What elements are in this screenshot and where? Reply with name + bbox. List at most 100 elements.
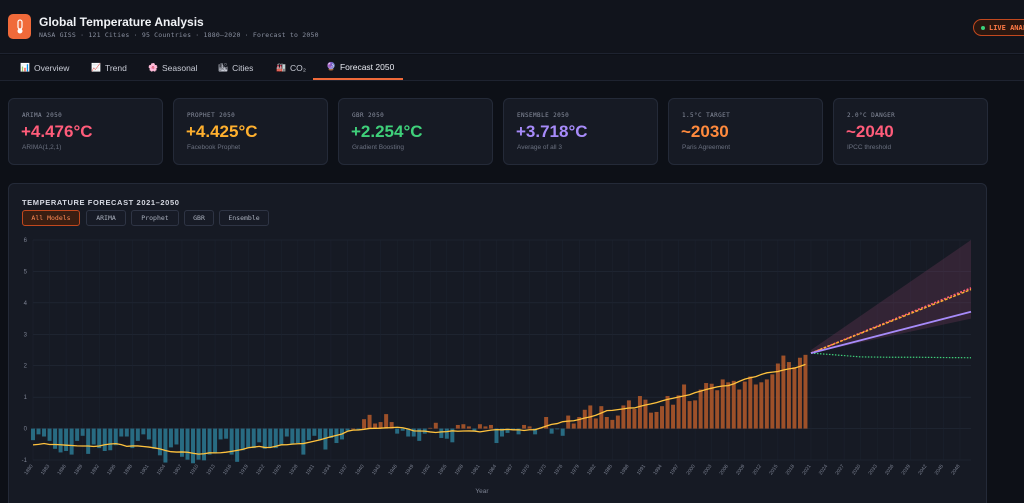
tab-seasonal[interactable]: 🌸 Seasonal — [148, 55, 197, 80]
anomaly-bar — [406, 428, 411, 437]
tab-forecast-2050[interactable]: 🔮 Forecast 2050 — [313, 55, 403, 80]
forecast-panel: TEMPERATURE FORECAST 2021–2050 All Model… — [8, 183, 987, 503]
anomaly-bar — [693, 400, 698, 429]
x-tick-label: 1889 — [73, 464, 84, 477]
anomaly-bar — [505, 428, 510, 433]
x-tick-label: 1976 — [553, 464, 564, 477]
anomaly-bar — [533, 428, 538, 435]
anomaly-bar — [306, 428, 311, 441]
anomaly-bar — [373, 423, 378, 429]
stat-card-prophet: PROPHET 2050 +4.425°C Facebook Prophet — [173, 98, 328, 165]
x-tick-label: 1883 — [40, 464, 51, 477]
filter-all-models[interactable]: All Models — [22, 210, 80, 226]
anomaly-bar — [472, 428, 477, 431]
x-tick-label: 1931 — [305, 464, 316, 477]
x-tick-label: 2012 — [752, 464, 763, 477]
forecast-line-prophet — [810, 288, 972, 354]
anomaly-bar — [284, 428, 289, 437]
anomaly-bar — [676, 395, 681, 429]
anomaly-bar — [450, 428, 455, 443]
anomaly-bar — [527, 426, 532, 429]
y-tick-label: 2 — [24, 364, 28, 370]
anomaly-bar — [31, 428, 35, 441]
tab-co2[interactable]: 🏭 CO₂ — [276, 55, 306, 80]
card-value: +4.476°C — [21, 122, 93, 141]
anomaly-bar — [69, 428, 74, 455]
anomaly-bar — [185, 428, 190, 460]
anomaly-bar — [179, 428, 184, 457]
anomaly-bar — [102, 428, 107, 451]
anomaly-bar — [737, 389, 742, 429]
x-tick-label: 1922 — [255, 464, 266, 477]
anomaly-bar — [191, 428, 195, 464]
anomaly-bar — [367, 414, 372, 429]
filter-arima[interactable]: ARIMA — [86, 210, 126, 226]
thermometer-icon — [8, 14, 31, 39]
x-tick-label: 1940 — [354, 464, 365, 477]
anomaly-bar — [571, 423, 576, 429]
app-title: Global Temperature Analysis — [39, 15, 204, 29]
filter-gbr[interactable]: GBR — [184, 210, 214, 226]
anomaly-bar — [378, 422, 383, 429]
filter-ensemble[interactable]: Ensemble — [219, 210, 269, 226]
anomaly-bar — [152, 428, 157, 449]
x-tick-label: 1901 — [139, 464, 150, 477]
anomaly-bar — [163, 428, 168, 463]
x-tick-label: 1880 — [23, 464, 34, 477]
anomaly-bar — [687, 401, 692, 429]
anomaly-bar — [516, 428, 521, 435]
anomaly-bar — [141, 428, 146, 435]
card-sub: Facebook Prophet — [187, 144, 241, 151]
anomaly-bar — [643, 399, 648, 429]
anomaly-bar — [483, 426, 488, 429]
anomaly-bar — [301, 428, 306, 455]
x-tick-label: 2042 — [917, 464, 928, 477]
anomaly-bar — [726, 382, 731, 429]
anomaly-bar — [86, 428, 91, 454]
x-axis-label: Year — [475, 488, 489, 495]
filter-prophet[interactable]: Prophet — [131, 210, 179, 226]
anomaly-bar — [461, 424, 466, 429]
tab-label: Trend — [104, 62, 127, 73]
y-tick-label: 1 — [24, 395, 28, 401]
y-tick-label: 4 — [24, 301, 28, 307]
anomaly-bar — [477, 424, 482, 429]
card-label: 2.0°C DANGER — [847, 112, 896, 119]
anomaly-bar — [660, 406, 664, 429]
x-tick-label: 1979 — [570, 464, 581, 477]
anomaly-bar — [665, 396, 670, 429]
tab-overview[interactable]: 📊 Overview — [20, 55, 69, 80]
x-tick-label: 1916 — [222, 464, 233, 477]
tab-trend[interactable]: 📈 Trend — [91, 55, 127, 80]
anomaly-bar — [113, 428, 118, 446]
y-tick-label: -1 — [22, 458, 28, 464]
card-sub: Gradient Boosting — [352, 144, 405, 151]
anomaly-bar — [715, 390, 720, 429]
anomaly-bar — [698, 389, 703, 429]
trend-chart-icon: 📈 — [91, 63, 101, 72]
live-dot-icon — [981, 25, 985, 30]
x-tick-label: 1988 — [619, 464, 630, 477]
anomaly-bar — [604, 417, 609, 429]
x-tick-label: 2009 — [735, 464, 746, 477]
anomaly-bar — [500, 428, 504, 437]
stat-card-2-0-danger: 2.0°C DANGER ~2040 IPCC threshold — [833, 98, 988, 165]
anomaly-bar — [323, 428, 328, 450]
live-badge: LIVE ANALYSIS — [973, 19, 1024, 36]
anomaly-bar — [273, 428, 278, 449]
anomaly-bar — [731, 380, 736, 429]
x-tick-label: 2027 — [834, 464, 845, 477]
card-value: +4.425°C — [186, 122, 258, 141]
stat-card-gbr: GBR 2050 +2.254°C Gradient Boosting — [338, 98, 493, 165]
anomaly-bar — [466, 426, 471, 429]
anomaly-bar — [555, 428, 560, 430]
x-tick-label: 1904 — [156, 464, 167, 477]
tab-bar: 📊 Overview 📈 Trend 🌸 Seasonal 🏙 Cities 🏭 CO₂ … — [0, 55, 1024, 81]
y-tick-label: 6 — [24, 238, 28, 244]
x-tick-label: 1910 — [189, 464, 200, 477]
tab-cities[interactable]: 🏙 Cities — [218, 55, 253, 80]
anomaly-bar — [709, 383, 714, 429]
anomaly-bar — [235, 428, 240, 462]
anomaly-bar — [593, 418, 598, 429]
